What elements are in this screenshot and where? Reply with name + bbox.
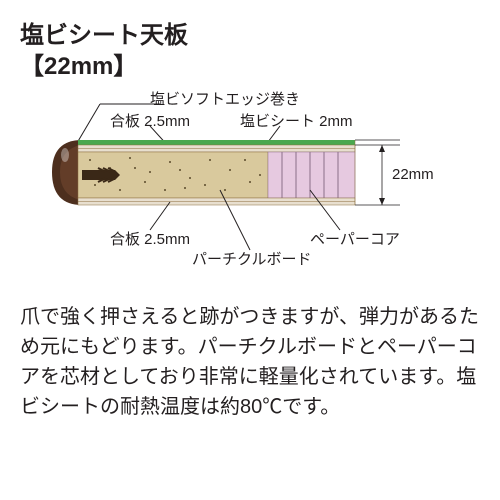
title-line1: 塩ビシート天板 — [20, 22, 188, 49]
title-line2: 【22mm】 — [20, 53, 137, 80]
page-title: 塩ビシート天板 【22mm】 — [20, 20, 480, 82]
label-paper-core: ペーパーコア — [310, 228, 400, 249]
description-text: 爪で強く押さえると跡がつきますが、弾力があるため元にもどります。パーチクルボード… — [20, 302, 480, 422]
cross-section-diagram: 塩ビソフトエッジ巻き 合板 2.5mm 塩ビシート 2mm — [20, 90, 480, 290]
dimension-label: 22mm — [392, 166, 434, 183]
label-particle-board: パーチクルボード — [192, 248, 312, 269]
label-plywood-bottom: 合板 2.5mm — [110, 228, 190, 249]
